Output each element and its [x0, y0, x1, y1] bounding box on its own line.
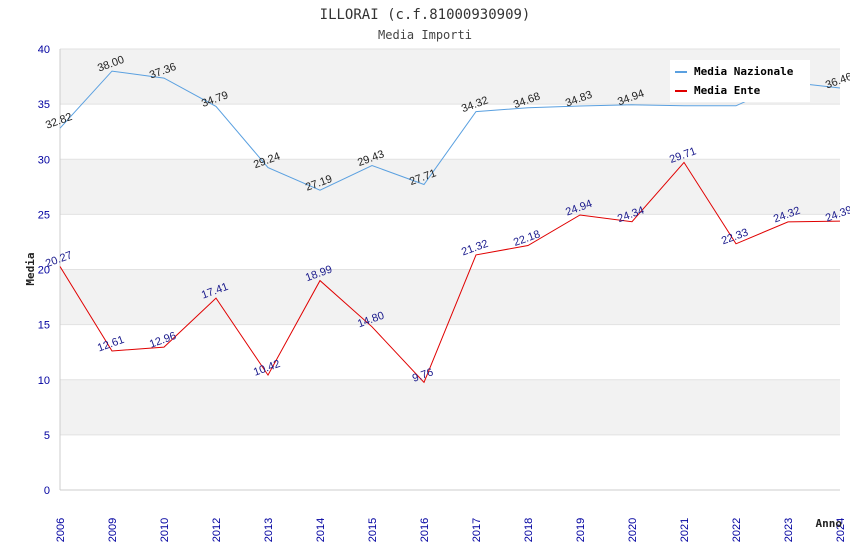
x-tick-label: 2023	[783, 518, 795, 542]
x-tick-label: 2018	[523, 518, 535, 542]
x-tick-label: 2006	[55, 518, 67, 542]
data-label-media-ente: 22.33	[720, 227, 750, 248]
x-tick-label: 2014	[315, 518, 327, 542]
x-tick-label: 2017	[471, 518, 483, 542]
data-label-media-nazionale: 32.82	[44, 111, 74, 132]
legend-label-media-nazionale: Media Nazionale	[694, 65, 794, 78]
data-label-media-ente: 10.42	[252, 358, 282, 379]
x-tick-label: 2012	[211, 518, 223, 542]
y-tick-label: 40	[38, 44, 50, 56]
y-tick-label: 15	[38, 320, 50, 332]
y-tick-label: 35	[38, 99, 50, 111]
x-tick-label: 2010	[159, 518, 171, 542]
legend: Media Nazionale Media Ente	[670, 60, 810, 102]
chart-subtitle: Media Importi	[378, 28, 472, 42]
x-tick-label: 2020	[627, 518, 639, 542]
x-tick-label: 2024	[835, 518, 847, 542]
axes	[59, 49, 840, 491]
x-tick-label: 2015	[367, 518, 379, 542]
x-tick-label: 2009	[107, 518, 119, 542]
y-tick-label: 25	[38, 209, 50, 221]
series-line-media-nazionale	[59, 70, 841, 191]
data-label-media-ente: 21.32	[460, 238, 490, 259]
x-tick-label: 2021	[679, 518, 691, 542]
x-tick-label: 2013	[263, 518, 275, 542]
chart-title: ILLORAI (c.f.81000930909)	[320, 7, 531, 23]
x-tick-labels: 2006 2009 2010 2012 2013 2014 2015 2016 2017 2018…	[55, 518, 847, 542]
x-tick-label: 2022	[731, 518, 743, 542]
data-label-media-ente: 20.27	[44, 249, 74, 270]
y-tick-labels: 0 5 10 15 20 25 30 35 40	[38, 44, 50, 497]
y-tick-label: 30	[38, 154, 50, 166]
y-axis-label: Media	[24, 252, 37, 285]
x-axis-label: Anno	[816, 517, 843, 530]
x-tick-label: 2016	[419, 518, 431, 542]
data-label-media-ente: 12.61	[96, 334, 126, 355]
y-tick-label: 10	[38, 375, 50, 387]
y-tick-label: 0	[44, 485, 50, 497]
band-15-20	[60, 269, 840, 325]
background-bands	[60, 49, 840, 435]
y-tick-label: 5	[44, 430, 50, 442]
band-5-10	[60, 379, 840, 435]
series-line-media-ente	[59, 161, 841, 384]
legend-box	[670, 60, 810, 102]
y-tick-label: 20	[38, 265, 50, 277]
series-lines	[59, 70, 841, 384]
x-tick-label: 2019	[575, 518, 587, 542]
band-25-30	[60, 159, 840, 215]
legend-label-media-ente: Media Ente	[694, 84, 761, 97]
